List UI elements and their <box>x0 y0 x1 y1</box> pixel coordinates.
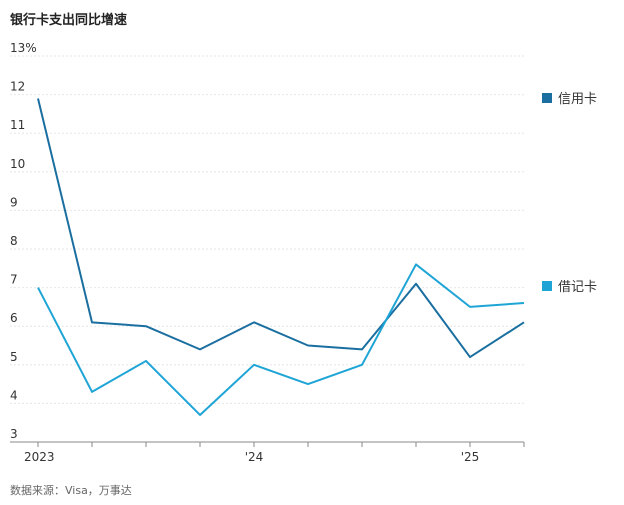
gridlines <box>10 55 524 404</box>
legend-swatch <box>542 93 552 103</box>
y-tick-label: 4 <box>10 388 18 402</box>
series-line-0 <box>37 98 525 359</box>
y-tick-label: 6 <box>10 311 18 325</box>
x-tick-labels: 2023 '24 '25 <box>24 450 479 464</box>
y-tick-label: 13% <box>10 41 37 55</box>
chart-title: 银行卡支出同比增速 <box>10 13 128 28</box>
y-tick-label: 7 <box>10 273 18 287</box>
x-tick-label: '24 <box>245 450 264 464</box>
y-tick-label: 5 <box>10 350 18 364</box>
x-axis <box>10 441 525 447</box>
y-tick-labels: 3 4 5 6 7 8 9 10 11 12 13% <box>10 41 37 441</box>
y-tick-label: 10 <box>10 157 25 171</box>
legend-label: 借记卡 <box>558 280 597 295</box>
series-line-1 <box>37 263 525 416</box>
x-tick-label: '25 <box>461 450 480 464</box>
y-tick-label: 12 <box>10 80 25 94</box>
y-tick-label: 3 <box>10 427 18 441</box>
y-tick-label: 11 <box>10 118 25 132</box>
x-tick-label: 2023 <box>24 450 55 464</box>
series-lines <box>37 98 525 416</box>
legend-swatch <box>542 281 552 291</box>
legend-label: 信用卡 <box>558 92 597 107</box>
source-note: 数据来源：Visa，万事达 <box>10 484 132 497</box>
y-tick-label: 9 <box>10 195 18 209</box>
y-tick-label: 8 <box>10 234 18 248</box>
